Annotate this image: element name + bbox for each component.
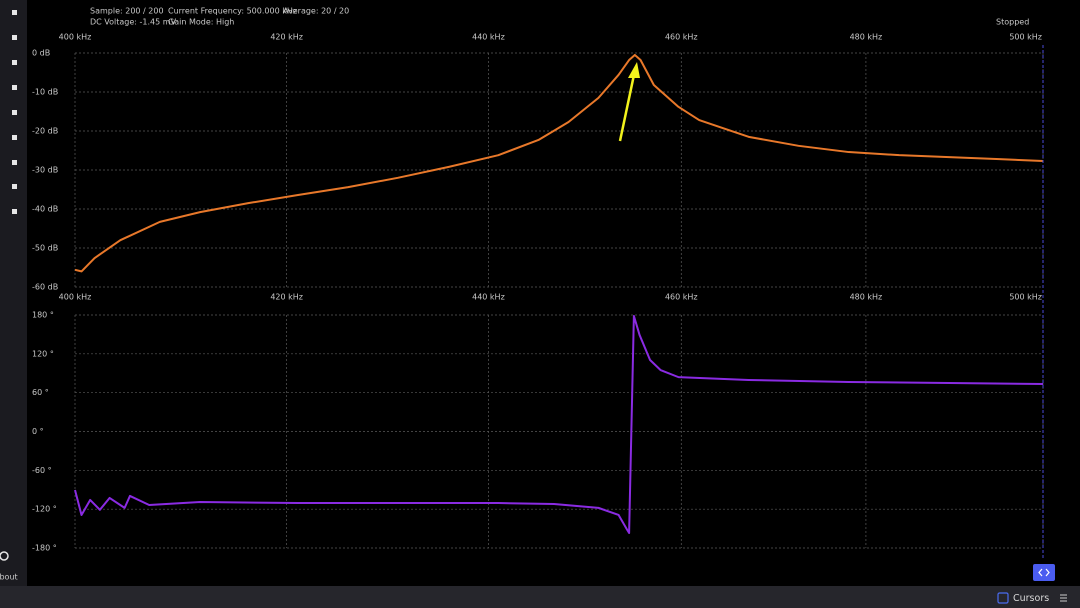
- y-tick-label: -10 dB: [32, 88, 58, 97]
- y-tick-label: -60 dB: [32, 283, 58, 292]
- y-tick-label: 120 °: [32, 349, 54, 358]
- x-tick-label: 400 kHz: [59, 33, 92, 42]
- y-tick-label: -60 °: [32, 466, 52, 475]
- y-tick-label: 60 °: [32, 388, 49, 397]
- x-tick-label: 500 kHz: [1009, 33, 1042, 42]
- sidebar-icon[interactable]: [12, 209, 17, 214]
- current-frequency: Current Frequency: 500.000 kHz: [168, 7, 297, 16]
- y-tick-label: -30 dB: [32, 166, 58, 175]
- x-tick-label: 480 kHz: [850, 33, 883, 42]
- x-tick-label: 420 kHz: [270, 33, 303, 42]
- bottom-bar: [0, 586, 1080, 608]
- x-tick-label: 440 kHz: [472, 33, 505, 42]
- plots: 400 kHz 420 kHz 440 kHz 460 kHz 480 kHz 500 k…: [32, 33, 1044, 553]
- sidebar-icon[interactable]: [12, 184, 17, 189]
- x-tick-label: 400 kHz: [59, 293, 92, 302]
- y-tick-label: 0 dB: [32, 49, 50, 58]
- sidebar-icon[interactable]: [12, 10, 17, 15]
- gain-mode: Gain Mode: High: [168, 18, 234, 27]
- sidebar-icon[interactable]: [12, 85, 17, 90]
- settings-icon[interactable]: [0, 551, 9, 561]
- y-tick-label: 0 °: [32, 427, 44, 436]
- toggle-icon: [1038, 568, 1050, 577]
- sidebar-icon[interactable]: [12, 135, 17, 140]
- average: Average: 20 / 20: [283, 7, 349, 16]
- x-tick-label: 440 kHz: [472, 293, 505, 302]
- y-tick-label: -50 dB: [32, 244, 58, 253]
- dc-voltage: DC Voltage: -1.45 mV: [90, 18, 177, 27]
- sidebar-icon[interactable]: [12, 160, 17, 165]
- x-tick-label: 460 kHz: [665, 33, 698, 42]
- y-tick-label: 180 °: [32, 311, 54, 320]
- y-tick-label: -20 dB: [32, 127, 58, 136]
- arrow-shaft: [618, 69, 637, 142]
- y-tick-label: -180 °: [32, 544, 57, 553]
- trace: [74, 314, 1044, 534]
- x-tick-label: 420 kHz: [270, 293, 303, 302]
- trace: [74, 53, 1044, 273]
- arrow-head: [628, 62, 640, 78]
- sidebar-icon[interactable]: [12, 35, 17, 40]
- x-tick-label: 460 kHz: [665, 293, 698, 302]
- about-link[interactable]: About: [0, 573, 18, 582]
- x-tick-label: 500 kHz: [1009, 293, 1042, 302]
- run-status: Stopped: [996, 18, 1029, 27]
- menu-icon[interactable]: [1060, 594, 1067, 602]
- toggle-button[interactable]: [1033, 564, 1055, 581]
- sidebar-icon[interactable]: [12, 110, 17, 115]
- x-tick-label: 480 kHz: [850, 293, 883, 302]
- y-tick-label: -120 °: [32, 505, 57, 514]
- peak-arrow: [618, 62, 640, 142]
- y-tick-label: -40 dB: [32, 205, 58, 214]
- sidebar-icon[interactable]: [12, 60, 17, 65]
- cursors-checkbox[interactable]: [997, 592, 1009, 604]
- sample-count: Sample: 200 / 200: [90, 7, 164, 16]
- sidebar-icons: [0, 10, 17, 561]
- cursors-label[interactable]: Cursors: [1013, 593, 1049, 604]
- sidebar: [0, 0, 27, 586]
